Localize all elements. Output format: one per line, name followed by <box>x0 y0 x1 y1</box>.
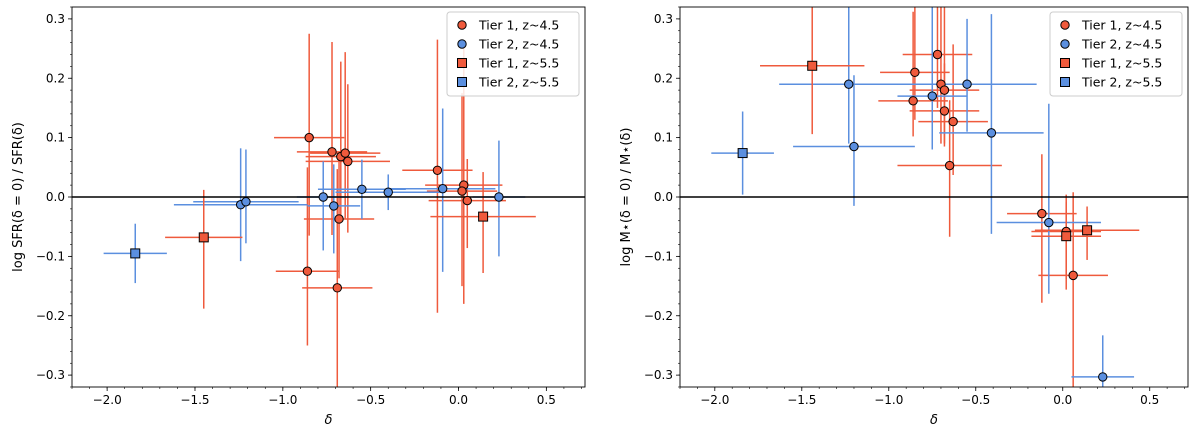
legend-label: Tier 2, z~5.5 <box>478 75 559 90</box>
data-point <box>343 156 353 167</box>
legend-label: Tier 2, z~4.5 <box>1081 37 1162 52</box>
data-point <box>432 165 443 175</box>
legend-marker-square <box>457 58 467 68</box>
data-point <box>932 49 943 60</box>
data-point <box>457 186 467 196</box>
data-point <box>332 283 342 293</box>
data-point <box>383 187 393 197</box>
legend-marker <box>457 20 467 30</box>
plot-frame <box>71 6 586 388</box>
data-point <box>1068 270 1078 281</box>
data-point <box>327 147 337 157</box>
y-axis-label: log SFR(δ = 0) / SFR(δ) <box>11 122 26 272</box>
x-tick-label: 0.5 <box>1140 393 1159 407</box>
y-tick-label: 0.3 <box>46 12 65 26</box>
legend-marker <box>1060 20 1070 30</box>
y-tick-label: −0.2 <box>644 309 673 323</box>
data-point <box>241 197 251 207</box>
legend-marker-square <box>1060 58 1070 68</box>
data-point-square <box>737 148 748 159</box>
legend-label: Tier 2, z~4.5 <box>478 37 559 52</box>
x-tick-label: −2.0 <box>93 393 122 407</box>
y-tick-label: −0.2 <box>36 309 65 323</box>
y-tick-label: −0.3 <box>644 368 673 382</box>
data-point <box>334 214 344 224</box>
data-point <box>1044 217 1054 228</box>
y-tick-label: −0.1 <box>644 249 673 263</box>
legend: Tier 1, z~4.5 Tier 2, z~4.5 Tier 1, z~5.5 T… <box>1049 11 1183 97</box>
legend-marker <box>1060 39 1070 49</box>
data-point <box>318 192 328 202</box>
y-tick-label: 0.2 <box>654 71 673 85</box>
y-tick-label: 0.1 <box>654 131 673 145</box>
x-tick-label: −0.5 <box>961 393 990 407</box>
data-point <box>329 201 339 211</box>
data-point <box>944 160 955 171</box>
data-point <box>302 266 313 276</box>
data-point <box>939 85 950 95</box>
data-point <box>939 106 950 116</box>
panel-stellar-mass: −2.0 −1.5 −1.0 −0.5 0.0 0.5 −0.3 −0.2 −0.1 0.0 0.1… <box>619 6 1189 428</box>
y-tick-label: −0.1 <box>36 249 65 263</box>
data-point <box>462 195 472 206</box>
legend-label: Tier 1, z~4.5 <box>1081 18 1162 33</box>
plot-frame <box>679 6 1189 388</box>
legend: Tier 1, z~4.5 Tier 2, z~4.5 Tier 1, z~5.5 T… <box>446 11 580 97</box>
legend-label: Tier 1, z~4.5 <box>478 18 559 33</box>
x-tick-label: −0.5 <box>356 393 385 407</box>
data-point <box>1098 372 1108 382</box>
y-axis-label: log M⋆(δ = 0) / M⋆(δ) <box>619 128 634 267</box>
data-point-square <box>1082 225 1093 236</box>
data-point <box>1037 208 1047 219</box>
legend-frame <box>1049 11 1183 97</box>
data-point <box>908 96 918 106</box>
x-tick-label: 0.0 <box>1053 393 1072 407</box>
data-point <box>910 67 920 78</box>
legend-marker-square <box>457 77 467 87</box>
x-tick-label: −1.0 <box>874 393 903 407</box>
x-tick-label: 0.5 <box>537 393 556 407</box>
data-point <box>986 128 997 138</box>
data-point <box>437 183 448 194</box>
x-tick-label: −1.0 <box>268 393 297 407</box>
data-point-square <box>478 211 489 222</box>
data-point <box>340 148 350 158</box>
legend-label: Tier 1, z~5.5 <box>1081 56 1162 71</box>
x-tick-label: 0.0 <box>449 393 468 407</box>
x-tick-label: −1.5 <box>787 393 816 407</box>
data-point-square <box>198 232 209 243</box>
legend-label: Tier 2, z~5.5 <box>1081 75 1162 90</box>
y-tick-label: 0.0 <box>46 190 65 204</box>
y-tick-label: 0.0 <box>654 190 673 204</box>
data-point <box>849 141 859 152</box>
x-tick-label: −1.5 <box>180 393 209 407</box>
data-point <box>927 91 937 101</box>
data-point <box>357 184 367 194</box>
marker-layer <box>737 49 1108 382</box>
x-axis-label: δ <box>930 413 938 428</box>
data-point-square <box>807 60 818 71</box>
y-tick-label: 0.3 <box>654 12 673 26</box>
data-point <box>304 132 314 143</box>
data-point-square <box>130 248 141 259</box>
legend-label: Tier 1, z~5.5 <box>478 56 559 71</box>
marker-layer <box>130 132 504 293</box>
panel-sfr: −2.0 −1.5 −1.0 −0.5 0.0 0.5 −0.3 −0.2 −0.1 0.0 0.1… <box>11 6 586 428</box>
data-point <box>844 79 854 89</box>
y-tick-label: 0.2 <box>46 71 65 85</box>
legend-frame <box>446 11 580 97</box>
data-point-square <box>1061 231 1072 242</box>
x-tick-label: −2.0 <box>700 393 729 407</box>
data-point <box>962 79 972 89</box>
legend-marker <box>457 39 467 49</box>
data-point <box>494 192 504 202</box>
legend-marker-square <box>1060 77 1070 87</box>
y-tick-label: −0.3 <box>36 368 65 382</box>
x-axis-label: δ <box>325 413 333 428</box>
y-tick-label: 0.1 <box>46 131 65 145</box>
data-point <box>948 116 958 127</box>
